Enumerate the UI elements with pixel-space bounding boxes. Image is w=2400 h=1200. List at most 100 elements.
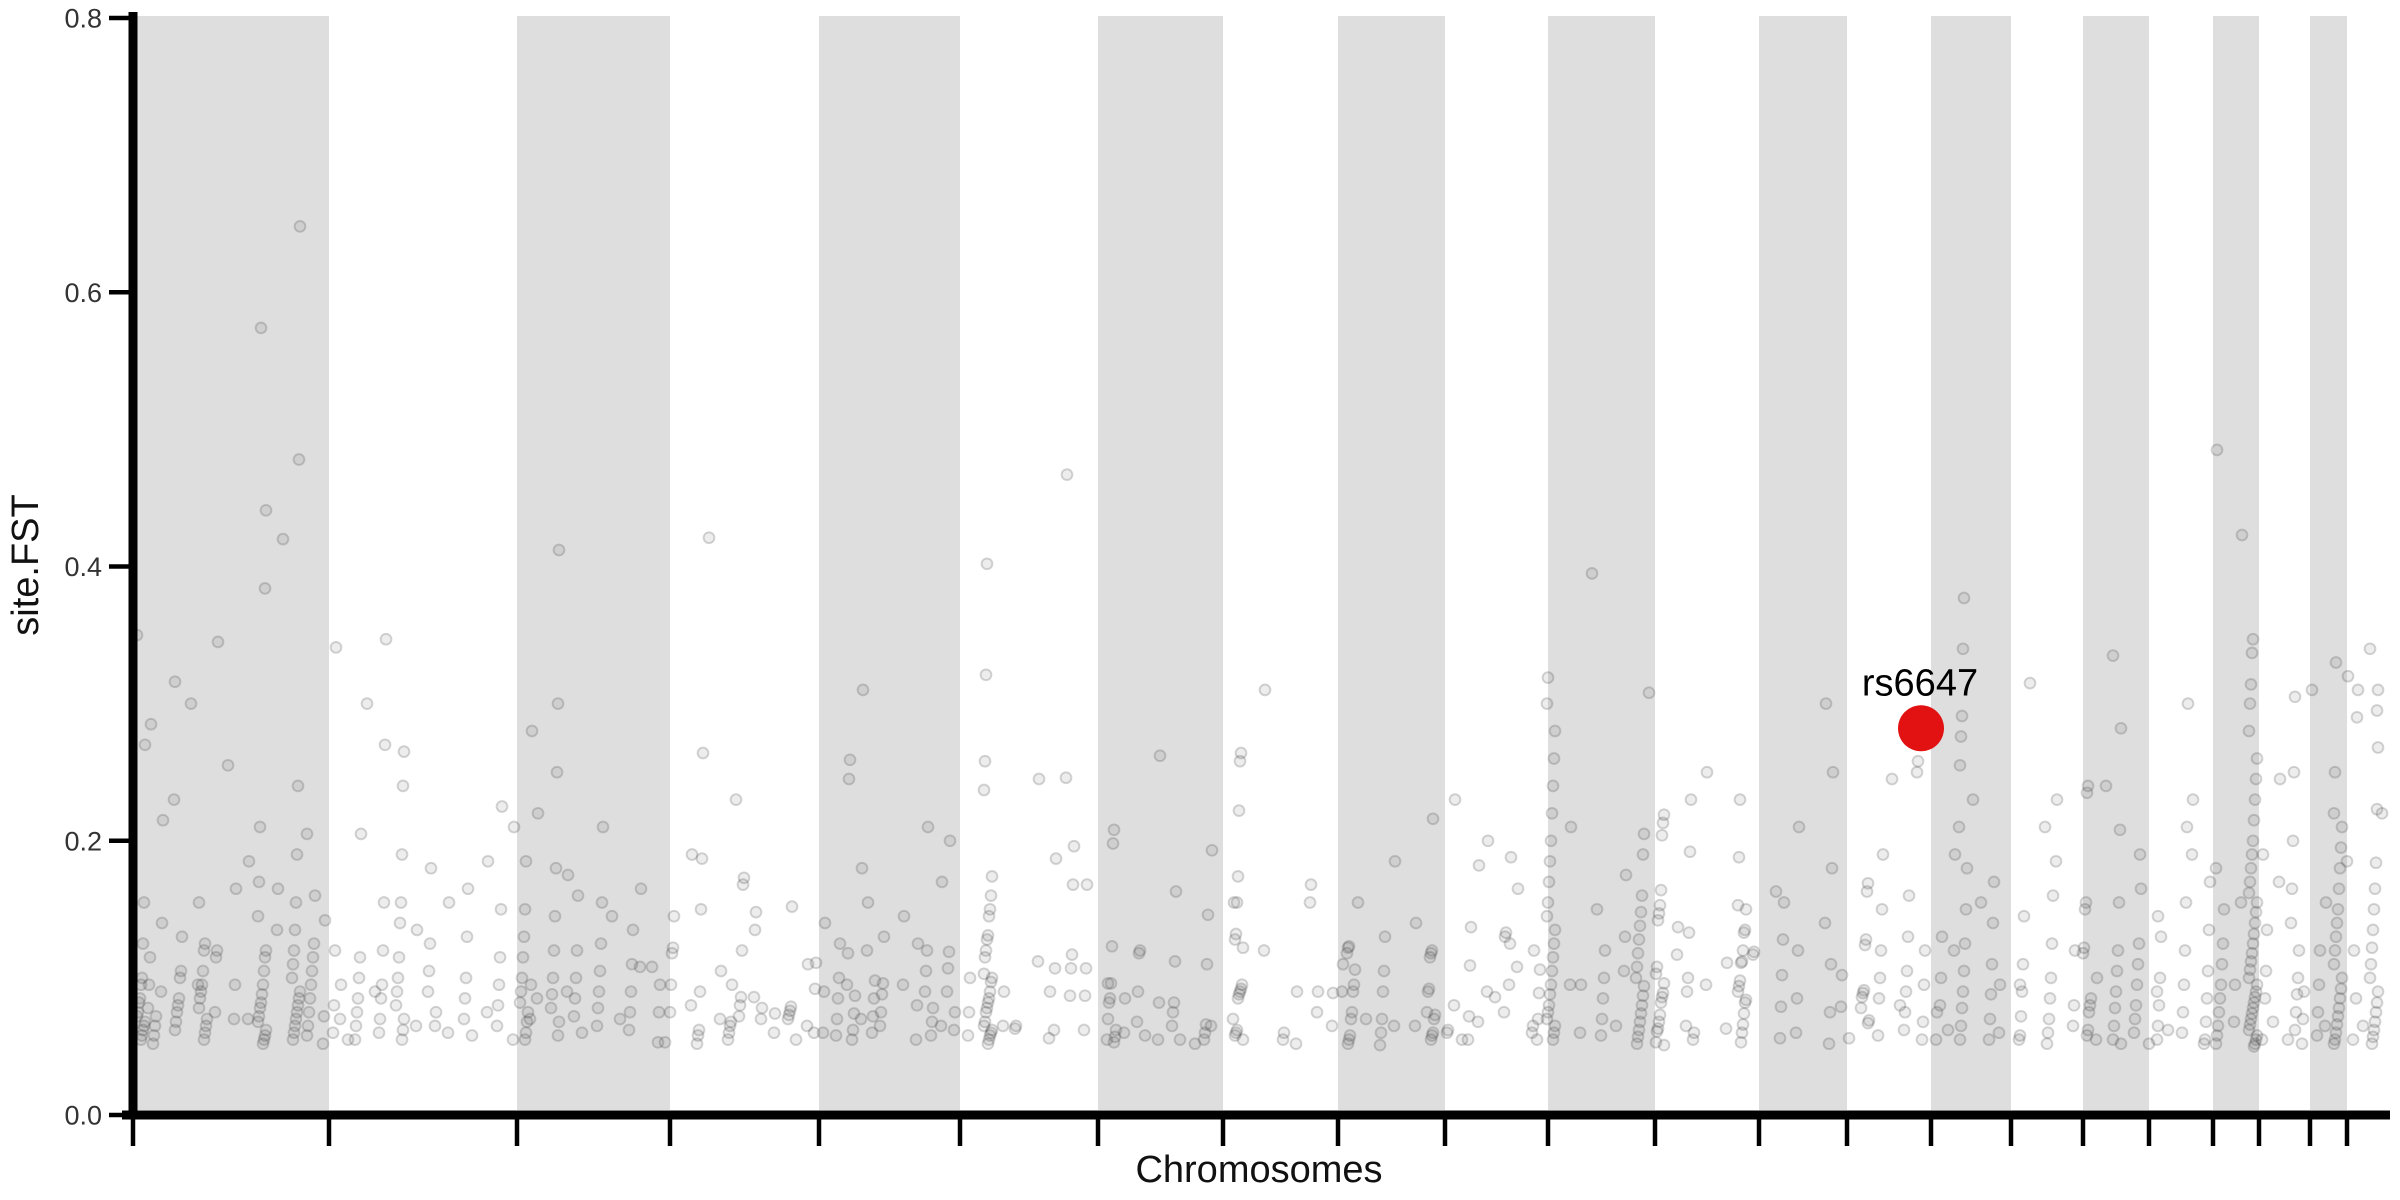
data-point (724, 1015, 738, 1029)
data-point (1548, 923, 1562, 937)
data-point (947, 1023, 961, 1037)
data-point (2318, 1019, 2332, 1033)
data-point (1655, 990, 1669, 1004)
data-point (520, 1015, 534, 1029)
data-point (368, 985, 382, 998)
data-point (1953, 758, 1967, 772)
data-point (1426, 812, 1440, 826)
data-point (2049, 854, 2063, 868)
data-point (1102, 996, 1116, 1009)
data-point (2243, 1018, 2257, 1031)
data-point (199, 1019, 213, 1033)
data-point (652, 1005, 666, 1019)
data-point (2210, 1029, 2224, 1042)
data-point (1545, 806, 1559, 820)
data-point (1953, 1033, 1967, 1046)
data-point (590, 1019, 604, 1033)
data-point (847, 1007, 861, 1020)
data-point (2249, 772, 2263, 786)
data-point (1862, 1014, 1876, 1027)
data-point (1104, 977, 1118, 990)
data-point (409, 1019, 423, 1033)
data-point (1541, 671, 1555, 684)
data-point (2068, 944, 2082, 957)
data-point (1791, 944, 1805, 957)
data-point (1101, 977, 1115, 990)
data-point (1342, 1033, 1356, 1046)
data-point (2370, 704, 2384, 717)
data-point (2340, 854, 2354, 868)
data-point (2089, 1033, 2103, 1046)
data-point (530, 992, 544, 1005)
data-point (2285, 882, 2299, 896)
data-point (1956, 985, 1970, 998)
data-point (1376, 985, 1390, 998)
data-point (2130, 978, 2144, 992)
data-point (1303, 896, 1317, 909)
data-point (208, 1005, 222, 1019)
x-axis-title: Chromosomes (1135, 1149, 1382, 1191)
data-point (2242, 971, 2256, 985)
data-point (2214, 978, 2228, 992)
data-point (2259, 964, 2273, 978)
data-point (1455, 1033, 1469, 1046)
data-point (2142, 1037, 2156, 1051)
data-point (2249, 985, 2263, 998)
data-point (1540, 1012, 1554, 1026)
data-point (221, 758, 235, 772)
data-point (2266, 1015, 2280, 1029)
data-point (1108, 1030, 1122, 1044)
data-point (2288, 1023, 2302, 1037)
data-point (2349, 992, 2363, 1005)
data-point (1684, 793, 1698, 806)
data-point (1542, 875, 1556, 889)
data-point (1048, 961, 1062, 975)
data-point (781, 1012, 795, 1026)
data-point (2296, 1012, 2310, 1026)
data-point (1650, 1025, 1664, 1038)
data-point (2197, 1037, 2211, 1051)
data-point (209, 950, 223, 964)
data-point (552, 1015, 566, 1029)
data-point (2114, 721, 2128, 735)
data-point (2287, 765, 2301, 779)
data-point (257, 1033, 271, 1046)
data-point (2249, 905, 2263, 919)
x-axis-spine (122, 1110, 2390, 1120)
data-point (211, 635, 225, 649)
y-axis-spine (128, 12, 138, 1119)
data-point (782, 1008, 796, 1022)
data-point (2185, 848, 2199, 861)
data-point (410, 923, 424, 937)
data-point (1860, 885, 1874, 898)
data-point (1498, 930, 1512, 944)
data-point (985, 1023, 999, 1037)
data-point (1683, 845, 1697, 859)
data-point (1590, 902, 1604, 916)
data-point (735, 944, 749, 957)
data-point (2234, 896, 2248, 909)
data-point (2370, 996, 2384, 1009)
data-point (1387, 1019, 1401, 1033)
data-point (1117, 1026, 1131, 1040)
data-point (2256, 848, 2270, 861)
data-point (2106, 1033, 2120, 1046)
data-point (253, 1001, 267, 1015)
data-point (2332, 882, 2346, 896)
data-point (1955, 709, 1969, 723)
data-point (911, 937, 925, 950)
data-point (2248, 793, 2262, 806)
data-point (1984, 987, 1998, 1001)
data-point (354, 827, 368, 841)
data-point (1504, 850, 1518, 864)
data-point (1289, 1037, 1303, 1051)
data-point (1531, 1012, 1545, 1026)
data-point (1834, 1000, 1848, 1014)
data-point (1049, 852, 1063, 865)
data-point (1234, 982, 1248, 996)
data-point (349, 1019, 363, 1033)
data-point (1790, 992, 1804, 1005)
data-point (691, 1029, 705, 1042)
data-point (2201, 964, 2215, 978)
data-point (1735, 1026, 1749, 1040)
